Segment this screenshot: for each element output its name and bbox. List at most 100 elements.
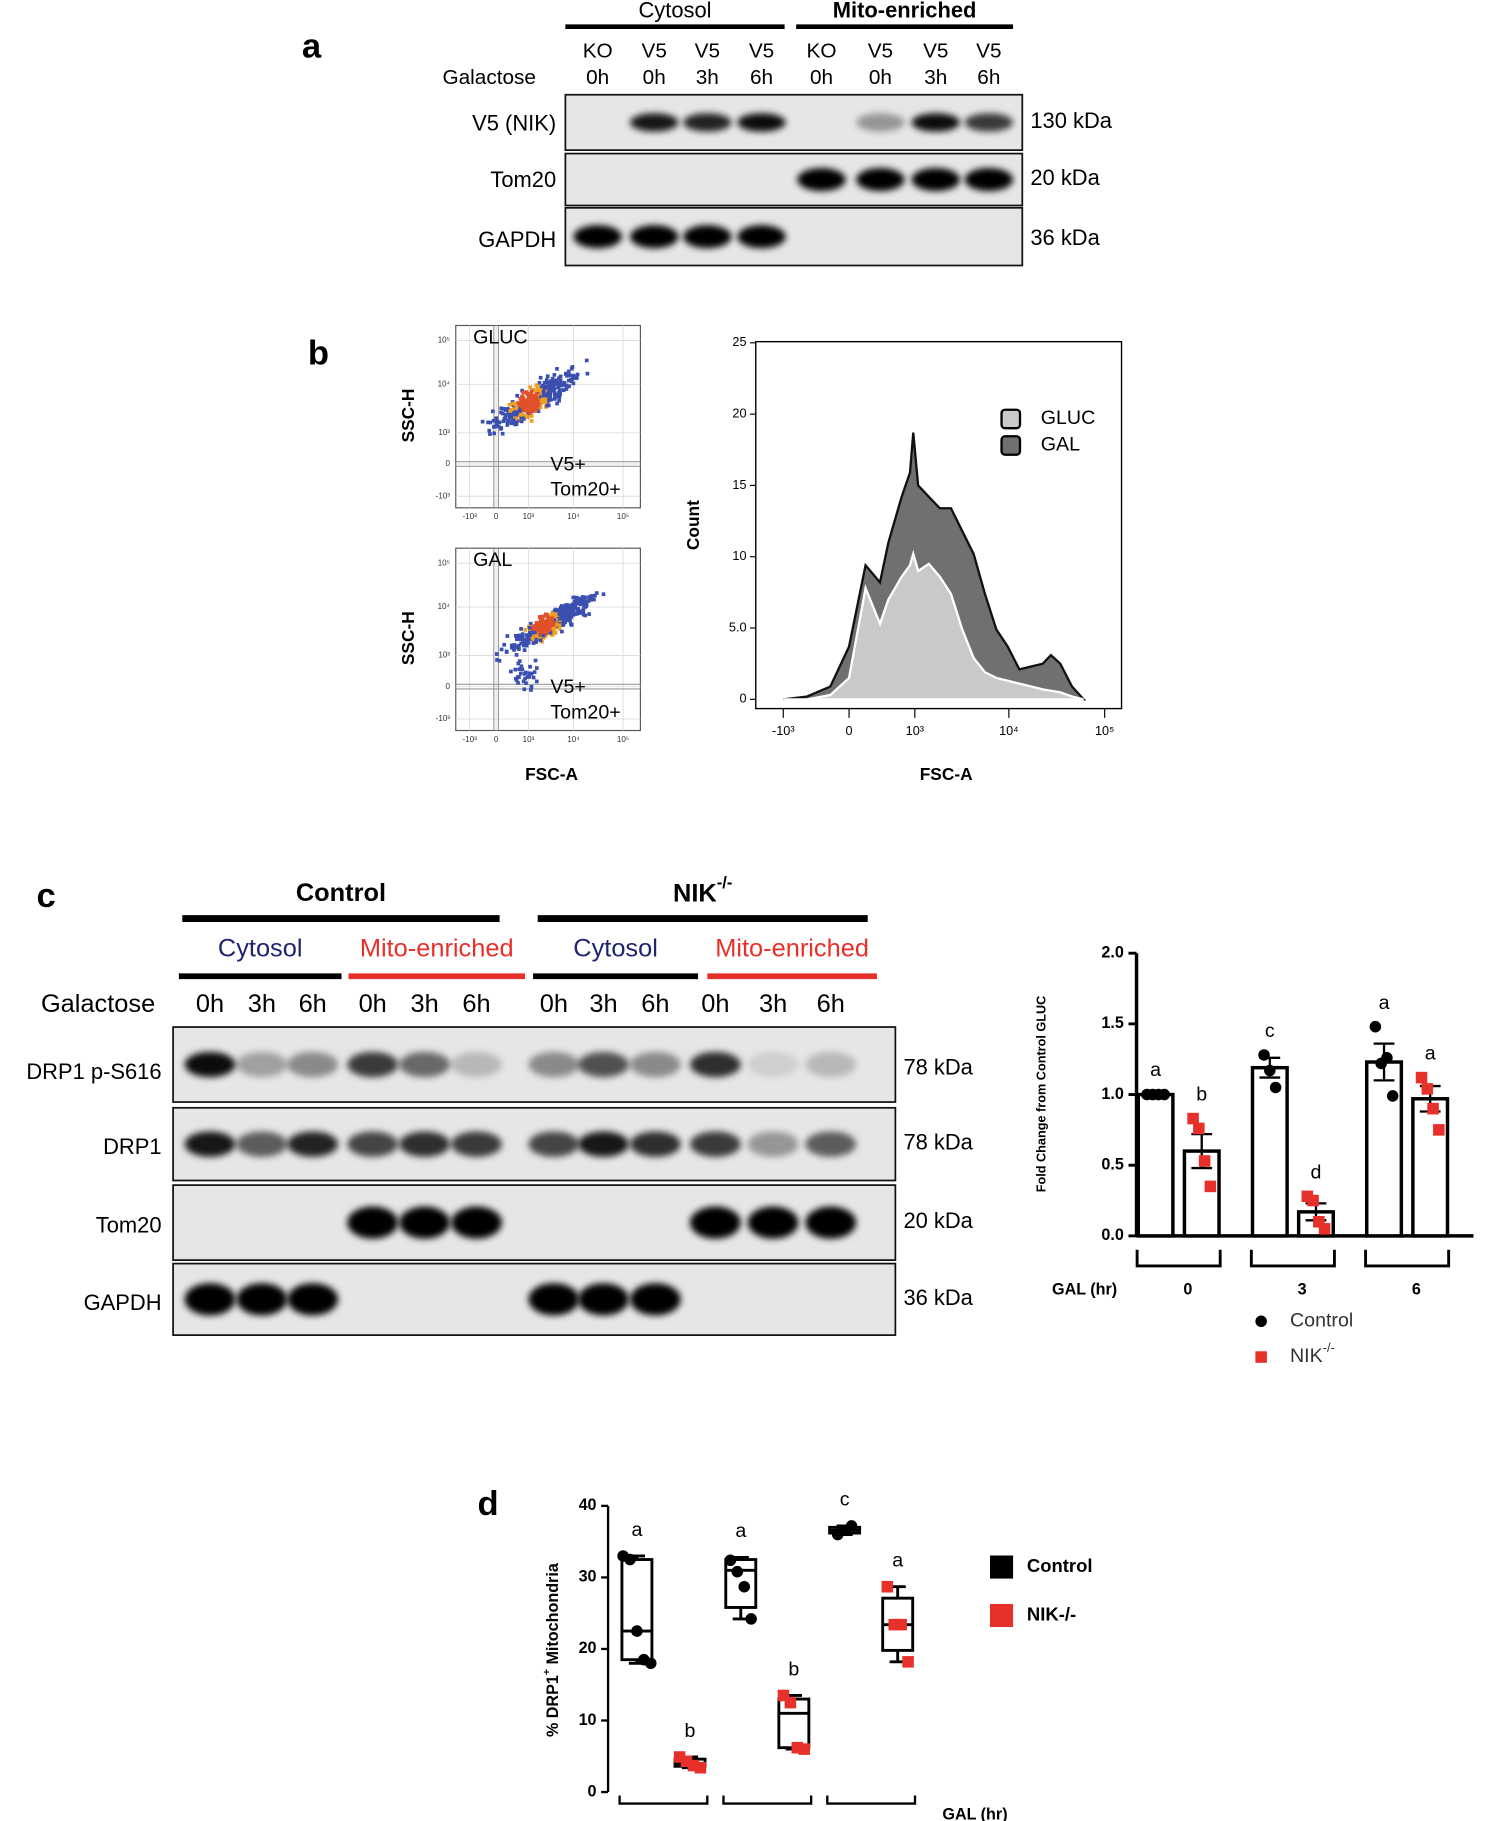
- band: [856, 168, 905, 192]
- event-dot: [558, 609, 563, 614]
- event-dot: [585, 371, 590, 376]
- event-dot: [553, 612, 557, 617]
- group-header: Mito-enriched: [833, 0, 977, 22]
- x-tick-label: 0: [659, 1819, 668, 1821]
- event-dot: [534, 638, 538, 642]
- lane-label: V5: [976, 40, 1001, 63]
- event-dot: [529, 389, 534, 394]
- data-point: [1369, 1020, 1382, 1033]
- event-dot: [545, 380, 549, 385]
- y-axis-label: Count: [683, 500, 703, 550]
- lane-label: V5: [749, 40, 774, 63]
- event-dot: [543, 634, 548, 638]
- y-tick-label: 1.5: [1101, 1014, 1123, 1032]
- event-dot: [521, 639, 526, 643]
- event-dot: [538, 626, 542, 630]
- event-dot: [557, 388, 562, 392]
- panel-letter: b: [308, 335, 329, 373]
- event-dot: [537, 381, 542, 385]
- data-point: [1204, 1180, 1217, 1193]
- band: [573, 225, 622, 249]
- y-tick-label: 20: [732, 406, 746, 420]
- x-tick-label: 6: [1412, 1280, 1421, 1298]
- y-tick-label: 10: [579, 1711, 597, 1729]
- event-dot: [561, 623, 565, 627]
- row-header: Galactose: [41, 990, 155, 1018]
- band: [630, 225, 679, 249]
- event-dot: [555, 401, 559, 406]
- size-label: 36 kDa: [903, 1285, 973, 1310]
- data-point: [1158, 1088, 1170, 1101]
- event-dot: [554, 618, 559, 622]
- legend-marker: [990, 1603, 1014, 1628]
- subgroup-header: Mito-enriched: [715, 934, 869, 962]
- event-dot: [512, 402, 517, 407]
- y-tick-label: 0: [739, 692, 746, 706]
- band: [528, 1283, 580, 1316]
- event-dot: [566, 378, 571, 383]
- legend-label: Control: [1027, 1555, 1093, 1576]
- event-dot: [555, 367, 559, 371]
- band: [451, 1051, 502, 1078]
- event-dot: [514, 633, 518, 638]
- event-dot: [488, 432, 492, 436]
- event-dot: [522, 648, 527, 652]
- lane-label: 0h: [196, 990, 224, 1018]
- event-dot: [549, 397, 553, 402]
- event-dot: [534, 666, 539, 670]
- event-dot: [503, 415, 508, 419]
- event-dot: [516, 661, 521, 666]
- event-dot: [589, 597, 593, 602]
- y-tick-label: 20: [579, 1639, 597, 1657]
- x-tick-label: 10⁵: [1095, 724, 1114, 738]
- event-dot: [543, 388, 548, 393]
- event-dot: [519, 627, 523, 631]
- event-dot: [515, 393, 520, 398]
- scatter-x-tick: 0: [494, 512, 499, 521]
- event-dot: [584, 595, 588, 600]
- x-tick-label: 0: [1183, 1280, 1192, 1298]
- event-dot: [552, 373, 557, 377]
- event-dot: [500, 431, 505, 436]
- band: [630, 1051, 681, 1078]
- event-dot: [553, 615, 557, 620]
- event-dot: [525, 634, 530, 638]
- band: [747, 1131, 799, 1157]
- event-dot: [534, 392, 539, 396]
- band: [287, 1283, 339, 1316]
- group-bracket: [1135, 1249, 1222, 1268]
- lane-label: 0h: [810, 66, 833, 89]
- event-dot: [569, 366, 574, 371]
- lane-label: 3h: [924, 66, 947, 89]
- row-label: DRP1: [103, 1134, 161, 1159]
- x-tick-label: -10³: [772, 724, 795, 738]
- scatter-y-tick: 10³: [438, 428, 450, 437]
- scatter-y-tick: -10³: [436, 714, 451, 723]
- event-dot: [529, 684, 534, 689]
- subgroup-header: Mito-enriched: [360, 934, 514, 962]
- event-dot: [594, 591, 599, 595]
- event-dot: [558, 378, 563, 383]
- band: [911, 113, 960, 132]
- event-dot: [537, 615, 542, 619]
- event-dot: [574, 374, 578, 379]
- event-dot: [523, 676, 527, 681]
- event-dot: [510, 419, 515, 423]
- event-dot: [524, 643, 529, 648]
- event-dot: [528, 664, 532, 669]
- event-dot: [530, 636, 535, 641]
- event-dot: [527, 393, 532, 398]
- lane-label: 0h: [643, 66, 666, 89]
- significance-letter: b: [1196, 1084, 1207, 1106]
- event-dot: [565, 603, 570, 607]
- data-point: [881, 1580, 894, 1593]
- band: [683, 113, 732, 132]
- event-dot: [574, 612, 579, 616]
- data-point: [1307, 1194, 1319, 1207]
- group-header: NIK-/-: [673, 874, 732, 907]
- event-dot: [520, 634, 524, 639]
- data-point: [1198, 1155, 1211, 1167]
- event-dot: [515, 401, 520, 406]
- event-dot: [502, 642, 507, 647]
- event-dot: [558, 616, 562, 621]
